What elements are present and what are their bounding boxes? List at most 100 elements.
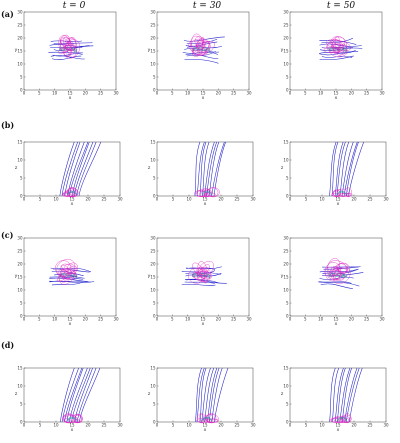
panel-row4-col3: 0 5 10 15 20 25 30 0 5 10 15 x z <box>280 365 390 433</box>
field-line <box>319 40 357 45</box>
field-line <box>321 37 354 44</box>
flux-rope-loop <box>192 262 204 276</box>
field-line <box>349 367 363 423</box>
y-axis-label: z <box>148 392 151 397</box>
x-tick-label: 15 <box>335 197 341 202</box>
x-axis-label: x <box>202 322 205 327</box>
flux-rope-loop <box>64 192 78 197</box>
plot-frame <box>289 11 383 91</box>
y-tick-label: 15 <box>17 274 23 279</box>
field-line <box>79 367 101 423</box>
y-tick-label: 0 <box>153 313 156 318</box>
x-tick-label: 0 <box>23 91 26 96</box>
flux-rope-loop <box>209 418 219 423</box>
panel-plot: 0 5 10 15 20 25 30 0 5 10 15 20 25 30 x y <box>281 235 385 327</box>
x-tick-label: 10 <box>186 197 192 202</box>
y-tick-label: 10 <box>283 287 289 292</box>
y-axis-label: z <box>15 392 18 397</box>
row-label-d: (d) <box>1 340 15 350</box>
x-tick-label: 5 <box>39 197 42 202</box>
x-tick-label: 30 <box>113 91 119 96</box>
core-line <box>201 190 213 195</box>
field-line <box>213 367 229 423</box>
y-tick-label: 10 <box>150 61 156 66</box>
flux-rope-loop <box>341 414 352 424</box>
x-tick-label: 25 <box>367 423 373 428</box>
flux-rope-loop <box>68 37 77 52</box>
x-tick-label: 20 <box>85 197 91 202</box>
x-tick-label: 30 <box>246 317 252 322</box>
field-lines <box>329 367 363 424</box>
y-tick-label: 5 <box>20 74 23 79</box>
x-tick-label: 30 <box>113 317 119 322</box>
x-axis-label: x <box>335 322 338 327</box>
row-label-b: (b) <box>1 120 15 130</box>
core-line <box>201 417 213 422</box>
field-lines <box>318 257 364 289</box>
flux-rope-loop <box>331 418 340 423</box>
field-line <box>320 283 353 289</box>
x-tick-label: 25 <box>364 317 370 322</box>
x-tick-label: 15 <box>335 423 341 428</box>
flux-rope-loop <box>191 272 201 279</box>
y-tick-label: 5 <box>286 175 289 180</box>
field-line <box>319 43 362 47</box>
flux-rope-loop <box>66 37 77 58</box>
x-tick-label: 20 <box>349 317 355 322</box>
flux-rope-loop <box>63 190 74 197</box>
flux-rope-loop <box>59 38 72 57</box>
y-tick-label: 5 <box>20 175 23 180</box>
flux-rope-loop <box>190 38 206 51</box>
field-line <box>194 141 201 197</box>
field-line <box>346 367 360 423</box>
y-tick-label: 10 <box>283 61 289 66</box>
x-axis-label: x <box>71 202 74 207</box>
x-tick-label: 10 <box>319 197 325 202</box>
flux-rope-loop <box>199 270 212 280</box>
y-tick-label: 20 <box>17 261 23 266</box>
flux-rope-loop <box>331 192 341 197</box>
x-tick-label: 25 <box>98 317 104 322</box>
field-lines <box>59 367 101 424</box>
y-tick-label: 25 <box>283 22 289 27</box>
field-line <box>213 141 226 197</box>
y-tick-label: 0 <box>20 193 23 198</box>
field-line <box>184 58 219 64</box>
x-tick-label: 5 <box>38 91 41 96</box>
y-tick-label: 15 <box>283 274 289 279</box>
x-tick-label: 5 <box>38 317 41 322</box>
panel-row1-col1: 0 5 10 15 20 25 30 0 5 10 15 20 25 30 x y <box>14 9 120 101</box>
y-tick-label: 0 <box>153 87 156 92</box>
field-line <box>331 141 339 197</box>
x-axis-label: x <box>69 96 72 101</box>
flux-rope-loop <box>330 417 344 423</box>
y-axis-label: z <box>281 392 284 397</box>
field-line <box>64 141 81 197</box>
y-tick-label: 25 <box>283 248 289 253</box>
y-tick-label: 20 <box>150 35 156 40</box>
x-tick-label: 20 <box>218 197 224 202</box>
y-tick-label: 5 <box>20 300 23 305</box>
y-tick-label: 10 <box>17 383 23 388</box>
flux-rope-loop <box>74 418 80 423</box>
flux-rope-loop <box>335 417 350 423</box>
flux-rope-loop <box>323 46 343 54</box>
x-tick-label: 30 <box>250 197 256 202</box>
y-tick-label: 0 <box>286 87 289 92</box>
flux-rope-loop <box>333 44 341 53</box>
flux-rope-loop <box>196 190 206 197</box>
x-tick-label: 10 <box>52 91 58 96</box>
y-tick-label: 5 <box>153 401 156 406</box>
flux-rope-loop <box>197 261 214 278</box>
x-tick-label: 10 <box>186 423 192 428</box>
y-tick-label: 0 <box>20 313 23 318</box>
flux-rope-loop <box>196 40 207 50</box>
field-line <box>329 141 337 197</box>
y-tick-label: 15 <box>283 139 289 144</box>
plot-frame <box>289 237 383 317</box>
flux-rope-loop <box>336 188 349 198</box>
field-line <box>195 367 202 423</box>
